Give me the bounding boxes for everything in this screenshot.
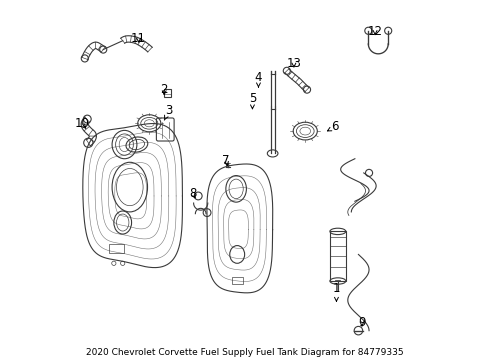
Text: 4: 4 (255, 71, 262, 87)
Text: 8: 8 (189, 187, 196, 200)
Bar (330, 231, 346, 281)
Text: 5: 5 (249, 92, 256, 109)
Text: 3: 3 (164, 104, 172, 120)
Text: 7: 7 (222, 154, 230, 167)
Text: 1: 1 (333, 282, 340, 301)
Bar (109, 244, 124, 253)
Bar (164, 89, 171, 98)
Text: 9: 9 (358, 316, 366, 329)
Text: 6: 6 (327, 120, 339, 133)
Bar (232, 277, 243, 284)
Text: 10: 10 (74, 117, 89, 130)
Text: 12: 12 (368, 24, 383, 38)
Text: 11: 11 (131, 32, 146, 45)
Text: 2: 2 (160, 83, 168, 96)
Text: 2020 Chevrolet Corvette Fuel Supply Fuel Tank Diagram for 84779335: 2020 Chevrolet Corvette Fuel Supply Fuel… (86, 348, 404, 357)
Text: 13: 13 (287, 57, 301, 69)
